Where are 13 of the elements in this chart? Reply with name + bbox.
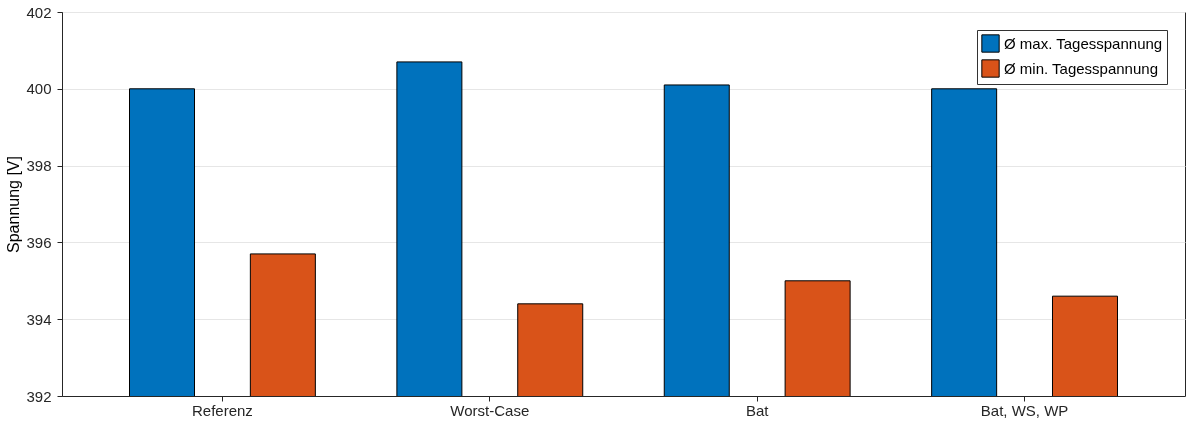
y-tick-label: 400	[26, 80, 52, 98]
x-tick-label: Bat	[745, 401, 770, 419]
y-axis-title: Spannung [V]	[5, 156, 23, 253]
y-tick-label: 394	[26, 310, 52, 328]
x-tick-label: Worst-Case	[450, 401, 530, 419]
legend-label: Ø max. Tagesspannung	[1004, 34, 1163, 52]
x-tick-label: Referenz	[191, 401, 253, 419]
x-tick-label: Bat, WS, WP	[980, 401, 1069, 419]
y-tick-label: 396	[26, 233, 52, 251]
y-tick-label: 398	[26, 157, 52, 175]
y-tick-label: 392	[26, 387, 52, 405]
y-tick-label: 402	[26, 3, 52, 21]
legend-label: Ø min. Tagesspannung	[1004, 59, 1158, 77]
